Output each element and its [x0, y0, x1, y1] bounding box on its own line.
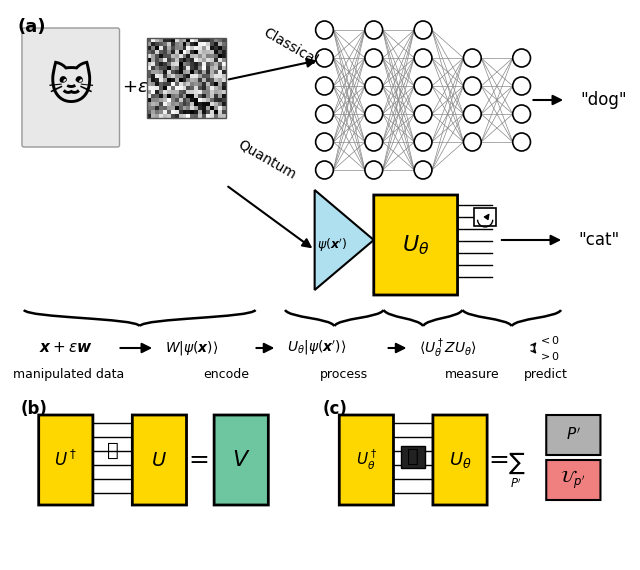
Circle shape — [316, 133, 333, 151]
Bar — [401, 446, 425, 468]
Text: $<0$: $<0$ — [538, 334, 561, 346]
Bar — [474, 208, 496, 226]
FancyBboxPatch shape — [38, 415, 93, 505]
Circle shape — [414, 133, 432, 151]
Circle shape — [414, 77, 432, 95]
Circle shape — [463, 77, 481, 95]
Bar — [147, 38, 226, 118]
Polygon shape — [315, 190, 374, 290]
Text: (b): (b) — [21, 400, 48, 418]
Text: $V$: $V$ — [232, 450, 250, 470]
Circle shape — [365, 77, 383, 95]
Circle shape — [513, 49, 531, 67]
FancyBboxPatch shape — [214, 415, 268, 505]
Text: predict: predict — [524, 368, 568, 381]
Text: =: = — [488, 448, 509, 472]
Text: measure: measure — [445, 368, 500, 381]
Circle shape — [414, 161, 432, 179]
Circle shape — [316, 161, 333, 179]
Text: process: process — [320, 368, 368, 381]
Text: Quantum: Quantum — [236, 137, 299, 182]
FancyBboxPatch shape — [22, 28, 120, 147]
Circle shape — [414, 21, 432, 39]
FancyBboxPatch shape — [547, 415, 600, 455]
Text: $>0$: $>0$ — [538, 350, 561, 362]
Text: $U_\theta$: $U_\theta$ — [402, 233, 429, 257]
Text: $\mathcal{U}_{p^{\prime}}$: $\mathcal{U}_{p^{\prime}}$ — [561, 469, 586, 491]
FancyBboxPatch shape — [132, 415, 186, 505]
Text: "cat": "cat" — [579, 231, 620, 249]
Text: 🦋: 🦋 — [107, 441, 118, 459]
Circle shape — [414, 49, 432, 67]
Circle shape — [513, 133, 531, 151]
Text: =: = — [188, 448, 209, 472]
Circle shape — [365, 21, 383, 39]
Text: Classical: Classical — [260, 26, 320, 68]
Circle shape — [513, 105, 531, 123]
Circle shape — [316, 21, 333, 39]
Text: (a): (a) — [17, 18, 45, 36]
Text: "dog": "dog" — [580, 91, 627, 109]
Text: $U^\dagger$: $U^\dagger$ — [54, 450, 77, 470]
Circle shape — [513, 77, 531, 95]
Text: $U_\theta$: $U_\theta$ — [449, 450, 471, 470]
Text: $\langle U_\theta^\dagger Z U_\theta\rangle$: $\langle U_\theta^\dagger Z U_\theta\ran… — [419, 336, 477, 360]
Circle shape — [316, 49, 333, 67]
Text: $P^{\prime}$: $P^{\prime}$ — [566, 427, 581, 443]
Circle shape — [463, 133, 481, 151]
Circle shape — [463, 105, 481, 123]
FancyBboxPatch shape — [339, 415, 394, 505]
Circle shape — [365, 161, 383, 179]
Circle shape — [365, 105, 383, 123]
Text: (c): (c) — [323, 400, 348, 418]
Text: $+ \epsilon$: $+ \epsilon$ — [122, 79, 148, 96]
Circle shape — [414, 105, 432, 123]
Text: $W|\psi(\boldsymbol{x})\rangle$: $W|\psi(\boldsymbol{x})\rangle$ — [165, 339, 218, 357]
FancyBboxPatch shape — [547, 460, 600, 500]
Text: $U_\theta|\psi(\boldsymbol{x}^{\prime})\rangle$: $U_\theta|\psi(\boldsymbol{x}^{\prime})\… — [287, 339, 346, 357]
FancyBboxPatch shape — [374, 195, 458, 295]
Circle shape — [316, 105, 333, 123]
Text: 🔒: 🔒 — [407, 446, 419, 466]
Text: $U$: $U$ — [152, 450, 168, 470]
FancyBboxPatch shape — [433, 415, 487, 505]
Text: $U_\theta^\dagger$: $U_\theta^\dagger$ — [356, 448, 377, 472]
Text: encode: encode — [203, 368, 249, 381]
Text: $\sum_{P^{\prime}}$: $\sum_{P^{\prime}}$ — [508, 450, 525, 490]
Text: $\psi(\boldsymbol{x}^{\prime})$: $\psi(\boldsymbol{x}^{\prime})$ — [317, 236, 348, 254]
Text: $\boldsymbol{x} + \epsilon\boldsymbol{w}$: $\boldsymbol{x} + \epsilon\boldsymbol{w}… — [38, 340, 92, 356]
Text: 🐱: 🐱 — [47, 66, 94, 109]
Text: manipulated data: manipulated data — [13, 368, 124, 381]
Circle shape — [365, 49, 383, 67]
Circle shape — [316, 77, 333, 95]
Circle shape — [365, 133, 383, 151]
Circle shape — [463, 49, 481, 67]
